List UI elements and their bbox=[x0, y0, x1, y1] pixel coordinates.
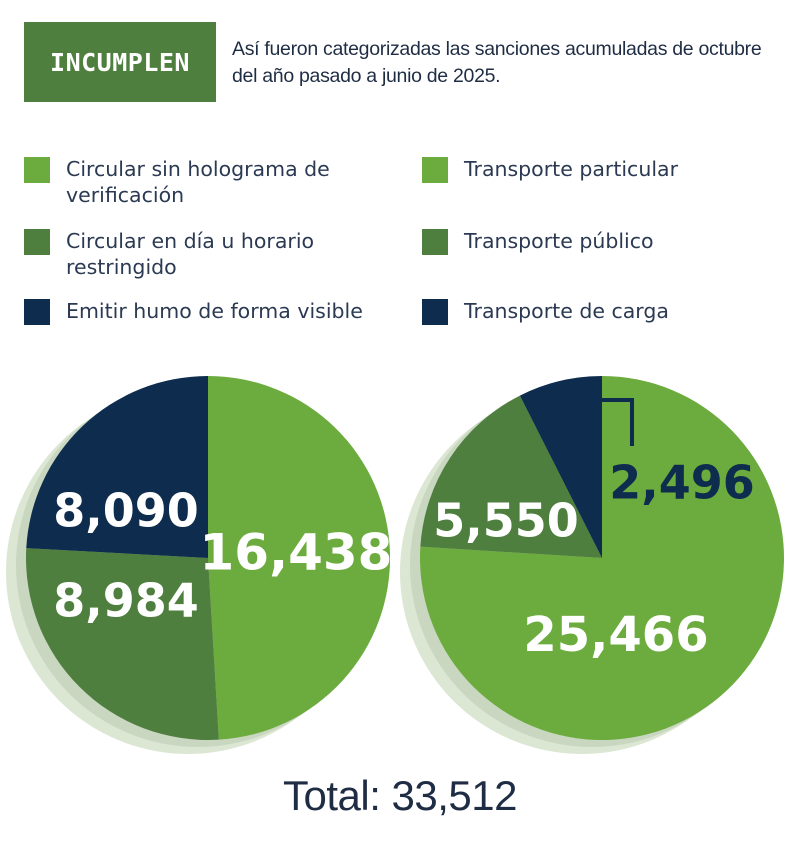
legend-swatch-navy bbox=[24, 299, 50, 325]
slice-value-label: 2,496 bbox=[609, 456, 755, 510]
title-badge: INCUMPLEN bbox=[24, 22, 216, 102]
legend-label: Emitir humo de forma visible bbox=[66, 299, 363, 323]
legend-item-dia-horario: Circular en día u horario restringido bbox=[24, 228, 364, 280]
pie-slice bbox=[26, 376, 208, 558]
legend-label: Transporte particular bbox=[464, 157, 679, 181]
slice-value-label: 5,550 bbox=[433, 494, 579, 548]
pie-slice bbox=[26, 548, 219, 741]
pie-slice bbox=[208, 376, 391, 740]
legend-swatch-navy bbox=[422, 299, 448, 325]
legend-item-carga: Transporte de carga bbox=[422, 298, 752, 325]
legend-swatch-light-green bbox=[24, 157, 50, 183]
legend-label: Transporte público bbox=[464, 229, 654, 253]
slice-value-label: 8,090 bbox=[53, 484, 199, 538]
legend-item-publico: Transporte público bbox=[422, 228, 752, 255]
slice-value-label: 16,438 bbox=[200, 524, 393, 582]
pie-slice bbox=[419, 376, 784, 740]
pie-slice bbox=[519, 376, 602, 558]
legend-label: Circular sin holograma de verificación bbox=[66, 157, 330, 207]
chart-subtitle: Así fueron categorizadas las sanciones a… bbox=[232, 38, 762, 87]
legend-swatch-light-green bbox=[422, 157, 448, 183]
legend-item-particular: Transporte particular bbox=[422, 156, 752, 183]
legend-swatch-dark-green bbox=[24, 229, 50, 255]
slice-value-label: 25,466 bbox=[523, 607, 708, 663]
slice-value-label: 8,984 bbox=[53, 574, 199, 628]
pie-chart-transporte: 25,466 5,550 2,496 bbox=[400, 376, 784, 754]
leader-line bbox=[602, 398, 634, 446]
legend-item-sin-holograma: Circular sin holograma de verificación bbox=[24, 156, 364, 208]
legend-swatch-dark-green bbox=[422, 229, 448, 255]
legend-label: Circular en día u horario restringido bbox=[66, 229, 315, 279]
legend-item-humo: Emitir humo de forma visible bbox=[24, 298, 404, 325]
pie-slice bbox=[420, 395, 602, 558]
total-label: Total: 33,512 bbox=[282, 772, 518, 819]
legend-label: Transporte de carga bbox=[464, 299, 669, 323]
